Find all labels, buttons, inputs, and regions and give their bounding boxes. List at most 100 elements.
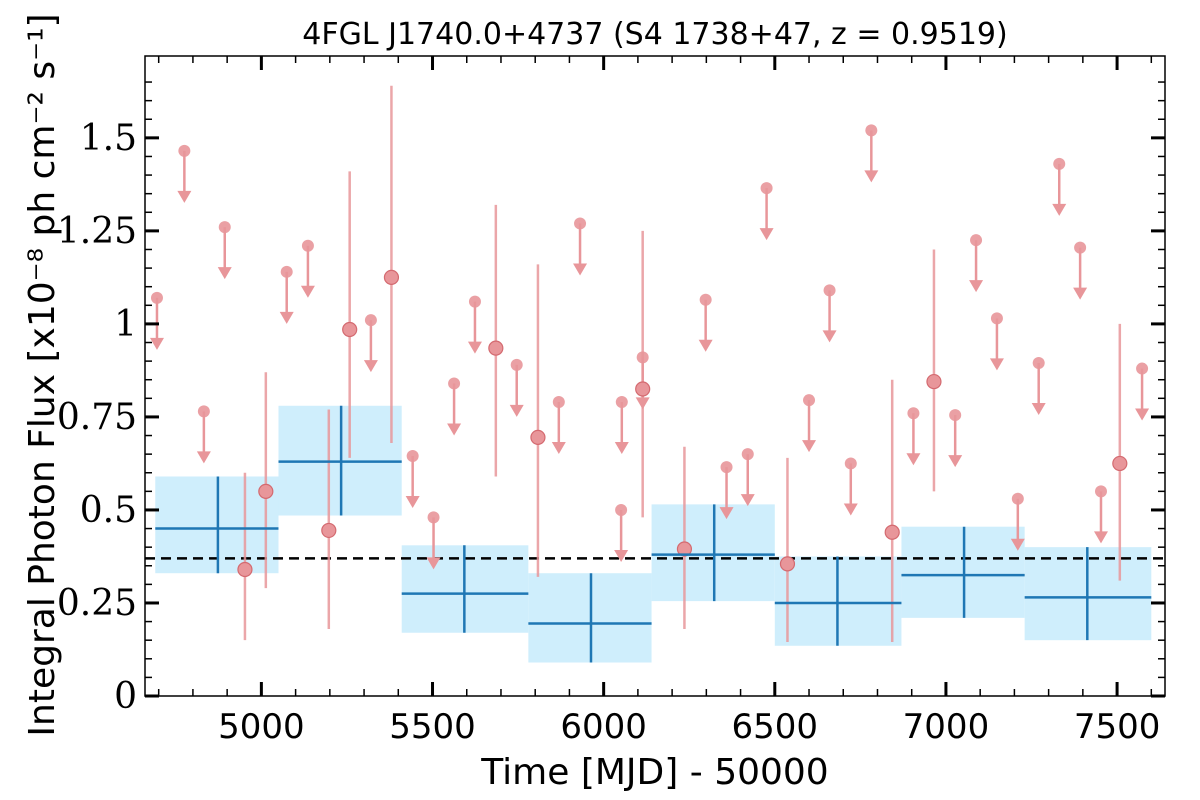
upper-limit-arrowhead [843, 503, 858, 516]
upper-limit-marker [1032, 356, 1045, 369]
upper-limit-arrowhead [906, 453, 921, 466]
upper-limit-arrowhead [802, 440, 817, 453]
upper-limit-marker [552, 396, 565, 409]
flux-point [321, 522, 337, 539]
upper-limit-marker [741, 448, 754, 461]
flux-point [676, 541, 693, 557]
x-tick-label: 7000 [903, 707, 990, 747]
upper-limit-marker [1094, 485, 1107, 498]
flux-point [1112, 455, 1128, 472]
upper-limit-arrowhead [1093, 531, 1108, 544]
upper-limit-arrowhead [759, 228, 774, 241]
plot-frame [144, 55, 1166, 697]
upper-limit-marker [406, 450, 419, 462]
upper-limit-marker [218, 221, 231, 234]
y-tick-label: 1 [114, 304, 137, 345]
x-tick-label: 7500 [1074, 707, 1161, 747]
upper-limit-arrowhead [363, 360, 378, 373]
x-tick-label: 5500 [389, 707, 476, 747]
upper-limit-arrowhead [279, 311, 294, 324]
upper-limit-arrowhead [1052, 203, 1067, 216]
upper-limit-arrowhead [864, 170, 879, 183]
flux-point [530, 429, 546, 445]
upper-limit-arrowhead [698, 339, 713, 352]
upper-limit-marker [823, 284, 836, 297]
upper-limit-arrowhead [467, 341, 482, 354]
upper-limit-marker [448, 377, 461, 390]
upper-limit-marker [760, 182, 773, 195]
upper-limit-marker [178, 144, 191, 157]
upper-limit-marker [280, 265, 293, 278]
plot-area: 5000 5500 6000 6500 7000 7500 0 0.25 0.5 0.75 1 1.2… [57, 55, 1166, 747]
upper-limit-arrowhead [1135, 408, 1150, 421]
x-tick-label: 6000 [560, 707, 647, 747]
upper-limit-marker [720, 461, 733, 474]
upper-limit-arrowhead [573, 263, 588, 276]
upper-limit-marker [803, 394, 816, 407]
flux-point [342, 321, 358, 338]
upper-limit-marker [615, 396, 628, 409]
upper-limit-marker [364, 314, 377, 327]
y-tick-label: 1.5 [80, 118, 137, 159]
flux-point [779, 556, 796, 572]
upper-limit-arrowhead [426, 557, 441, 570]
upper-limit-marker [197, 405, 210, 418]
upper-limit-arrowhead [614, 442, 629, 455]
upper-limit-arrowhead [177, 190, 192, 203]
upper-limit-arrowhead [447, 423, 462, 436]
upper-limit-arrowhead [719, 507, 734, 520]
x-tick-label: 5000 [218, 707, 305, 747]
upper-limit-arrowhead [217, 267, 232, 280]
y-tick-label: 0 [114, 676, 137, 717]
flux-point [237, 561, 253, 578]
upper-limit-arrowhead [405, 496, 420, 508]
upper-limit-arrowhead [1010, 538, 1025, 551]
upper-limit-arrowhead [300, 285, 315, 298]
y-axis-title: Integral Photon Flux [x10⁻⁸ ph cm⁻² s⁻¹] [22, 13, 63, 736]
upper-limit-marker [907, 407, 920, 420]
upper-limit-marker [970, 234, 983, 247]
x-tick-label: 6500 [732, 707, 819, 747]
upper-limit-marker [615, 503, 628, 516]
upper-limit-marker [949, 409, 962, 422]
y-tick-label: 0.75 [57, 397, 137, 438]
upper-limit-marker [427, 511, 440, 524]
upper-limit-marker [301, 239, 314, 252]
flux-point [258, 483, 274, 499]
upper-limit-marker [844, 457, 857, 470]
upper-limit-arrowhead [1073, 287, 1088, 300]
flux-point [635, 381, 651, 397]
upper-limit-marker [1074, 241, 1087, 254]
upper-limit-arrowhead [822, 330, 837, 343]
upper-limit-arrowhead [1031, 402, 1046, 415]
upper-limit-marker [1136, 362, 1149, 375]
upper-limit-marker [574, 217, 587, 230]
y-tick-label: 0.25 [57, 583, 137, 624]
upper-limit-marker [510, 358, 523, 371]
upper-limit-marker [865, 124, 878, 137]
y-tick-label: 0.5 [80, 490, 137, 531]
upper-limit-marker [150, 291, 163, 304]
y-tick-label: 1.25 [57, 211, 137, 252]
upper-limit-arrowhead [989, 358, 1004, 371]
upper-limit-marker [468, 295, 481, 308]
chart-title: 4FGL J1740.0+4737 (S4 1738+47, z = 0.951… [302, 17, 1007, 52]
x-axis-title: Time [MJD] - 50000 [480, 752, 828, 793]
upper-limit-marker [1011, 492, 1024, 505]
upper-limit-arrowhead [149, 337, 164, 350]
upper-limit-marker [699, 293, 712, 306]
upper-limit-arrowhead [614, 549, 629, 562]
upper-limit-arrowhead [196, 451, 211, 464]
upper-limit-arrowhead [551, 442, 566, 455]
flux-point [926, 373, 942, 390]
upper-limit-arrowhead [948, 455, 963, 468]
flux-point [488, 340, 504, 356]
upper-limit-marker [990, 312, 1003, 325]
upper-limit-arrowhead [740, 494, 755, 507]
upper-limit-arrowhead [969, 280, 984, 293]
flux-point [383, 269, 400, 285]
flux-point [884, 524, 900, 540]
upper-limit-marker [1053, 157, 1066, 170]
upper-limit-arrowhead [509, 404, 524, 417]
